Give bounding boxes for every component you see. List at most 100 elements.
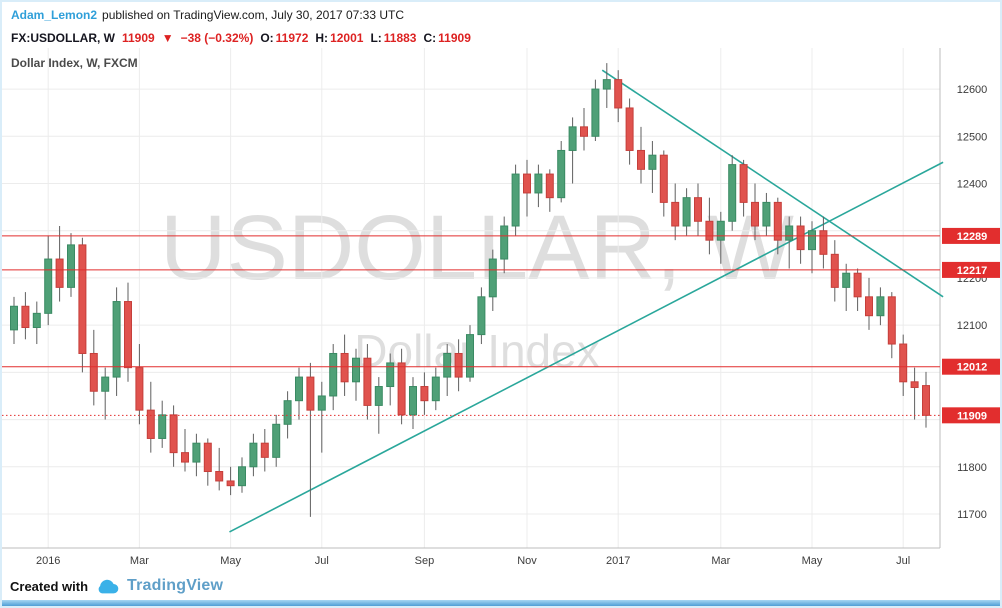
- open-value: 11972: [275, 31, 309, 45]
- candle-body: [192, 442, 201, 463]
- candle-body: [808, 230, 816, 251]
- candle-body: [363, 357, 372, 406]
- low-label: L:: [370, 31, 382, 45]
- open-readout: O: 11972: [260, 31, 308, 45]
- candle-body: [466, 334, 474, 378]
- low-value: 11883: [383, 31, 417, 45]
- candle-body: [158, 414, 167, 439]
- time-tick-label: 2016: [36, 555, 60, 567]
- candle-body: [568, 126, 577, 151]
- candle-body: [283, 400, 292, 425]
- candle-body: [272, 423, 281, 458]
- candle-body: [523, 173, 531, 194]
- candle-body: [591, 88, 600, 137]
- close-readout: C: 11909: [423, 31, 470, 45]
- candle-body: [865, 296, 873, 317]
- candle-body: [500, 225, 509, 260]
- candle-body: [899, 343, 908, 383]
- chart-canvas[interactable]: 2016 Mar May Jul Sep Nov 2017 Mar May Jul 12600 125…: [2, 48, 1000, 572]
- candle-body: [386, 362, 395, 388]
- published-text: published on TradingView.com, July 30, 2…: [102, 8, 404, 22]
- price-level-badge-label: 12289: [957, 231, 988, 243]
- candle-body: [260, 442, 269, 458]
- candle-body: [203, 442, 212, 473]
- candle-body: [488, 258, 497, 298]
- candle-body: [101, 376, 110, 392]
- price-level-badge: [942, 407, 1000, 424]
- candle-body: [124, 301, 132, 369]
- candle-body: [352, 357, 360, 383]
- candle-body: [705, 220, 714, 241]
- candle-body: [773, 201, 782, 241]
- price-level-badge-label: 11909: [957, 410, 987, 422]
- candle-body: [306, 376, 315, 411]
- candle-body: [397, 362, 406, 416]
- trendline-descending-resistance[interactable]: [601, 69, 944, 298]
- high-label: H:: [315, 31, 329, 45]
- bottom-accent-strip: [2, 600, 1000, 606]
- candle-body: [694, 197, 702, 222]
- tradingview-brand-link[interactable]: TradingView: [127, 577, 224, 594]
- candle-body: [21, 305, 30, 329]
- time-tick-label: 2017: [606, 555, 630, 567]
- time-tick-label: Jul: [315, 555, 329, 567]
- candle-body: [682, 197, 691, 227]
- candle-body: [340, 352, 349, 383]
- candle-body: [557, 149, 566, 199]
- candle-body: [431, 376, 440, 402]
- trendline-ascending-support[interactable]: [229, 161, 944, 533]
- candle-body: [374, 386, 383, 406]
- candle-body: [146, 409, 155, 439]
- price-tick-label: 11700: [957, 509, 987, 521]
- down-arrow-icon: ▼: [161, 31, 174, 45]
- candle-body: [420, 386, 429, 402]
- candle-body: [44, 258, 53, 314]
- candle-body: [648, 154, 657, 170]
- candle-body: [135, 367, 144, 411]
- candle-body: [785, 225, 794, 241]
- tradingview-cloud-icon: [94, 577, 121, 595]
- open-label: O:: [260, 31, 274, 45]
- candle-body: [249, 442, 258, 468]
- candle-body: [739, 164, 748, 203]
- price-level-badge: [942, 261, 1000, 278]
- candle-body: [614, 79, 623, 109]
- price-level-badge-label: 12217: [957, 265, 988, 277]
- candle-body: [55, 258, 64, 288]
- high-readout: H: 12001: [315, 31, 363, 45]
- candle-body: [910, 381, 919, 388]
- candle-body: [454, 352, 463, 378]
- price-tick-label: 12100: [957, 320, 988, 332]
- candle-body: [659, 154, 668, 203]
- candle-body: [580, 126, 588, 137]
- candle-body: [443, 352, 452, 378]
- candle-body: [922, 385, 930, 416]
- candle-body: [295, 376, 303, 402]
- price-level-badge: [942, 227, 1000, 244]
- author-link[interactable]: Adam_Lemon2: [11, 8, 98, 22]
- candle-body: [67, 244, 75, 288]
- candle-body: [751, 201, 759, 227]
- chart-legend: Dollar Index, W, FXCM: [11, 56, 138, 70]
- candle-body: [545, 173, 554, 199]
- price-tick-label: 12500: [957, 131, 988, 143]
- candle-body: [819, 230, 828, 255]
- candle-body: [238, 466, 246, 487]
- time-tick-label: Mar: [130, 555, 149, 567]
- candle-body: [853, 272, 862, 298]
- price-level-badge: [942, 358, 1000, 375]
- candle-body: [716, 220, 725, 241]
- candle-body: [89, 352, 98, 392]
- candle-body: [876, 296, 885, 317]
- candle-body: [887, 296, 896, 345]
- candle-body: [317, 395, 326, 411]
- candle-body: [226, 480, 235, 487]
- high-value: 12001: [330, 31, 364, 45]
- candle-body: [762, 201, 771, 227]
- price-tick-label: 11800: [957, 462, 987, 474]
- low-readout: L: 11883: [370, 31, 416, 45]
- candle-body: [796, 225, 805, 251]
- price-level-badge-label: 12012: [957, 362, 988, 374]
- candle-body: [215, 471, 224, 482]
